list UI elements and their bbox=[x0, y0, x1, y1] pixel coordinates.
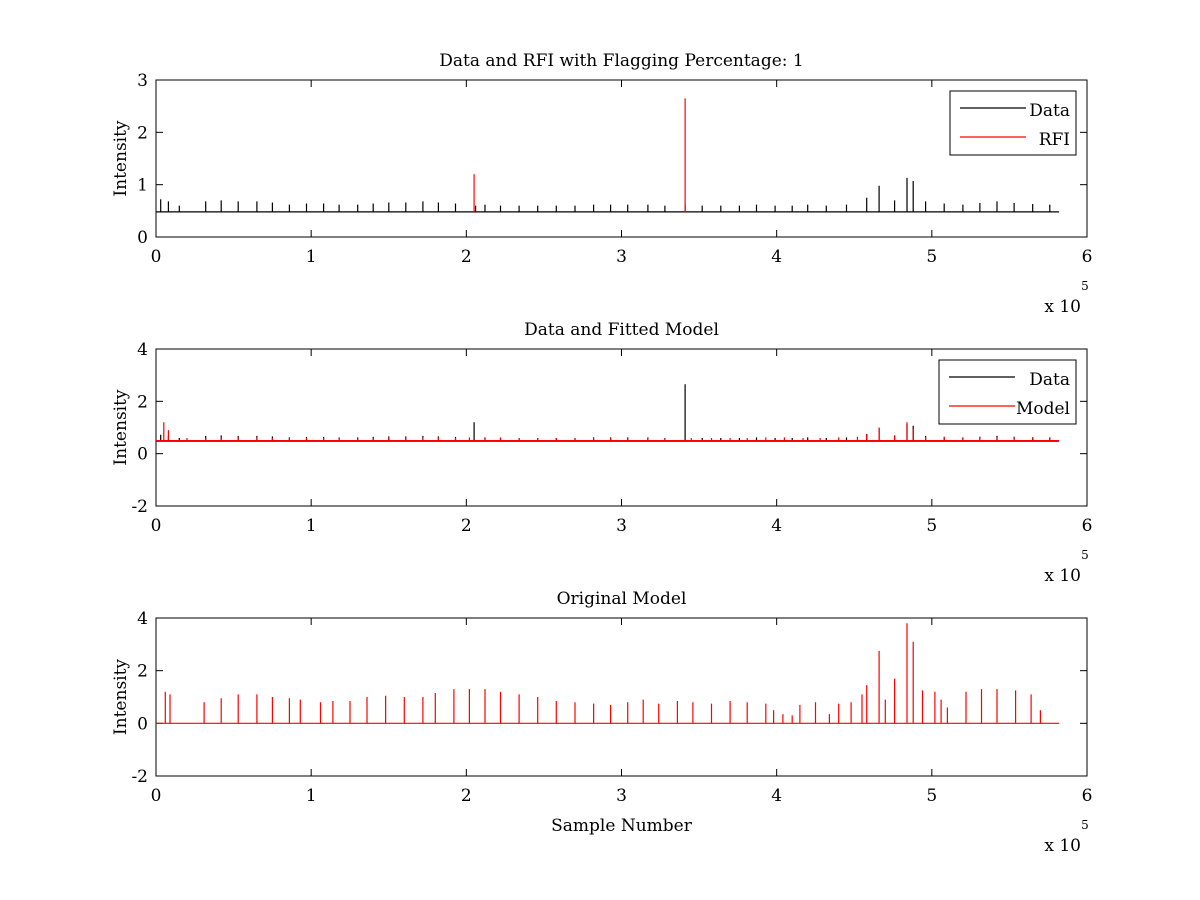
y-tick-label: 0 bbox=[137, 228, 148, 248]
chart-title: Data and RFI with Flagging Percentage: 1 bbox=[439, 51, 803, 71]
x-tick-label: 6 bbox=[1082, 247, 1093, 267]
y-axis-label: Intensity bbox=[111, 120, 131, 196]
x-tick-label: 6 bbox=[1082, 786, 1093, 806]
plot-area bbox=[155, 617, 1088, 777]
legend-label: Data bbox=[1029, 370, 1070, 390]
x-multiplier-exponent: 5 bbox=[1081, 548, 1089, 562]
chart-title: Data and Fitted Model bbox=[524, 320, 719, 340]
legend-box bbox=[949, 90, 1077, 156]
x-multiplier: x 10 bbox=[1044, 566, 1081, 586]
y-tick-label: 4 bbox=[137, 340, 148, 360]
y-axis-label: Intensity bbox=[111, 389, 131, 465]
x-tick-label: 0 bbox=[151, 247, 162, 267]
legend-label: Model bbox=[1016, 399, 1070, 419]
x-multiplier-exponent: 5 bbox=[1081, 818, 1089, 832]
series-group bbox=[156, 384, 1060, 442]
x-tick-label: 1 bbox=[306, 247, 317, 267]
x-tick-label: 3 bbox=[616, 786, 627, 806]
x-multiplier: x 10 bbox=[1044, 297, 1081, 317]
y-tick-label: -2 bbox=[131, 497, 148, 517]
x-tick-label: 2 bbox=[461, 516, 472, 536]
chart-title: Original Model bbox=[557, 589, 687, 609]
x-multiplier-exponent: 5 bbox=[1081, 279, 1089, 293]
y-tick-label: 2 bbox=[137, 123, 148, 143]
x-tick-label: 5 bbox=[926, 247, 937, 267]
x-tick-label: 1 bbox=[306, 516, 317, 536]
x-tick-label: 4 bbox=[771, 516, 782, 536]
x-tick-label: 0 bbox=[151, 786, 162, 806]
legend-box bbox=[938, 359, 1077, 425]
legend-label: Data bbox=[1029, 101, 1070, 121]
y-tick-label: 4 bbox=[137, 609, 148, 629]
plot-area bbox=[155, 79, 1088, 238]
y-tick-label: 0 bbox=[137, 714, 148, 734]
x-tick-label: 0 bbox=[151, 516, 162, 536]
series-group bbox=[156, 623, 1060, 724]
panel-data-and-rfi: Data and RFI with Flagging Percentage: 1… bbox=[111, 51, 1092, 317]
y-tick-label: -2 bbox=[131, 767, 148, 787]
x-tick-label: 4 bbox=[771, 247, 782, 267]
x-axis-label: Sample Number bbox=[551, 816, 693, 836]
series-line-model bbox=[156, 422, 1060, 442]
y-tick-label: 2 bbox=[137, 392, 148, 412]
x-tick-label: 3 bbox=[616, 247, 627, 267]
x-tick-label: 3 bbox=[616, 516, 627, 536]
x-tick-label: 2 bbox=[461, 247, 472, 267]
x-tick-label: 2 bbox=[461, 786, 472, 806]
x-tick-label: 4 bbox=[771, 786, 782, 806]
y-tick-label: 3 bbox=[137, 71, 148, 91]
x-tick-label: 6 bbox=[1082, 516, 1093, 536]
x-multiplier: x 10 bbox=[1044, 836, 1081, 856]
y-tick-label: 0 bbox=[137, 445, 148, 465]
y-axis-label: Intensity bbox=[111, 659, 131, 735]
series-line-model bbox=[156, 623, 1060, 724]
x-tick-label: 1 bbox=[306, 786, 317, 806]
plot-area bbox=[155, 348, 1088, 507]
series-line-data bbox=[156, 177, 1060, 213]
legend-label: RFI bbox=[1039, 130, 1070, 150]
x-tick-label: 5 bbox=[926, 786, 937, 806]
y-tick-label: 1 bbox=[137, 176, 148, 196]
y-tick-label: 2 bbox=[137, 662, 148, 682]
series-group bbox=[156, 98, 1060, 213]
x-tick-label: 5 bbox=[926, 516, 937, 536]
